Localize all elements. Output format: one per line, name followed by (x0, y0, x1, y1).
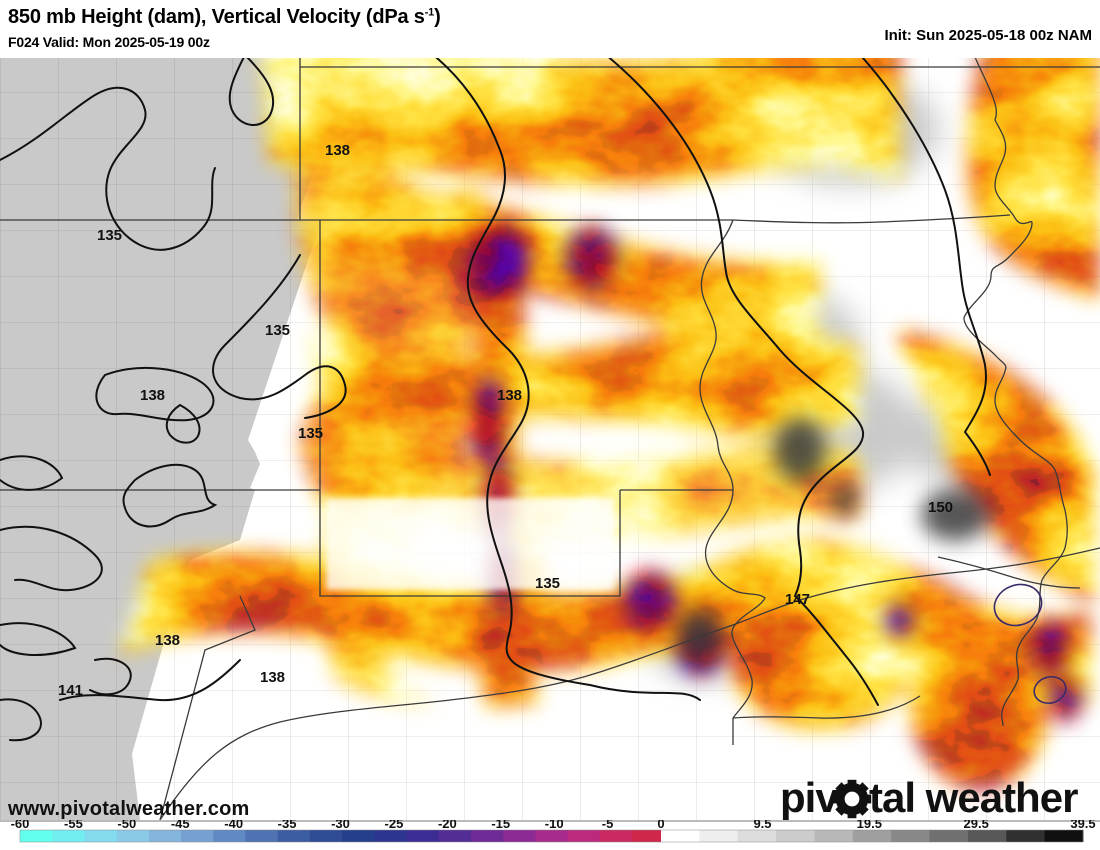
svg-text:138: 138 (260, 669, 285, 686)
svg-text:9.5: 9.5 (753, 820, 771, 831)
svg-text:-20: -20 (438, 820, 457, 831)
svg-text:-15: -15 (491, 820, 510, 831)
svg-text:138: 138 (497, 387, 522, 404)
svg-text:-25: -25 (385, 820, 404, 831)
svg-text:135: 135 (265, 322, 290, 339)
svg-text:39.5: 39.5 (1070, 820, 1095, 831)
svg-text:-30: -30 (331, 820, 350, 831)
svg-text:135: 135 (298, 425, 323, 442)
svg-text:-55: -55 (64, 820, 83, 831)
svg-text:135: 135 (97, 227, 122, 244)
svg-text:141: 141 (58, 682, 83, 699)
svg-text:19.5: 19.5 (857, 820, 882, 831)
svg-text:0: 0 (657, 820, 664, 831)
svg-text:-5: -5 (602, 820, 614, 831)
svg-text:-35: -35 (278, 820, 297, 831)
svg-text:tal weather: tal weather (869, 774, 1078, 820)
svg-text:147: 147 (785, 591, 810, 608)
svg-text:135: 135 (535, 575, 560, 592)
svg-text:138: 138 (325, 142, 350, 159)
svg-text:150: 150 (928, 499, 953, 516)
svg-text:-50: -50 (117, 820, 136, 831)
svg-text:29.5: 29.5 (964, 820, 989, 831)
svg-text:-40: -40 (224, 820, 243, 831)
svg-text:-10: -10 (545, 820, 564, 831)
svg-text:-60: -60 (11, 820, 30, 831)
svg-text:piv: piv (780, 774, 839, 820)
svg-text:138: 138 (140, 387, 165, 404)
svg-text:-45: -45 (171, 820, 190, 831)
svg-text:138: 138 (155, 632, 180, 649)
